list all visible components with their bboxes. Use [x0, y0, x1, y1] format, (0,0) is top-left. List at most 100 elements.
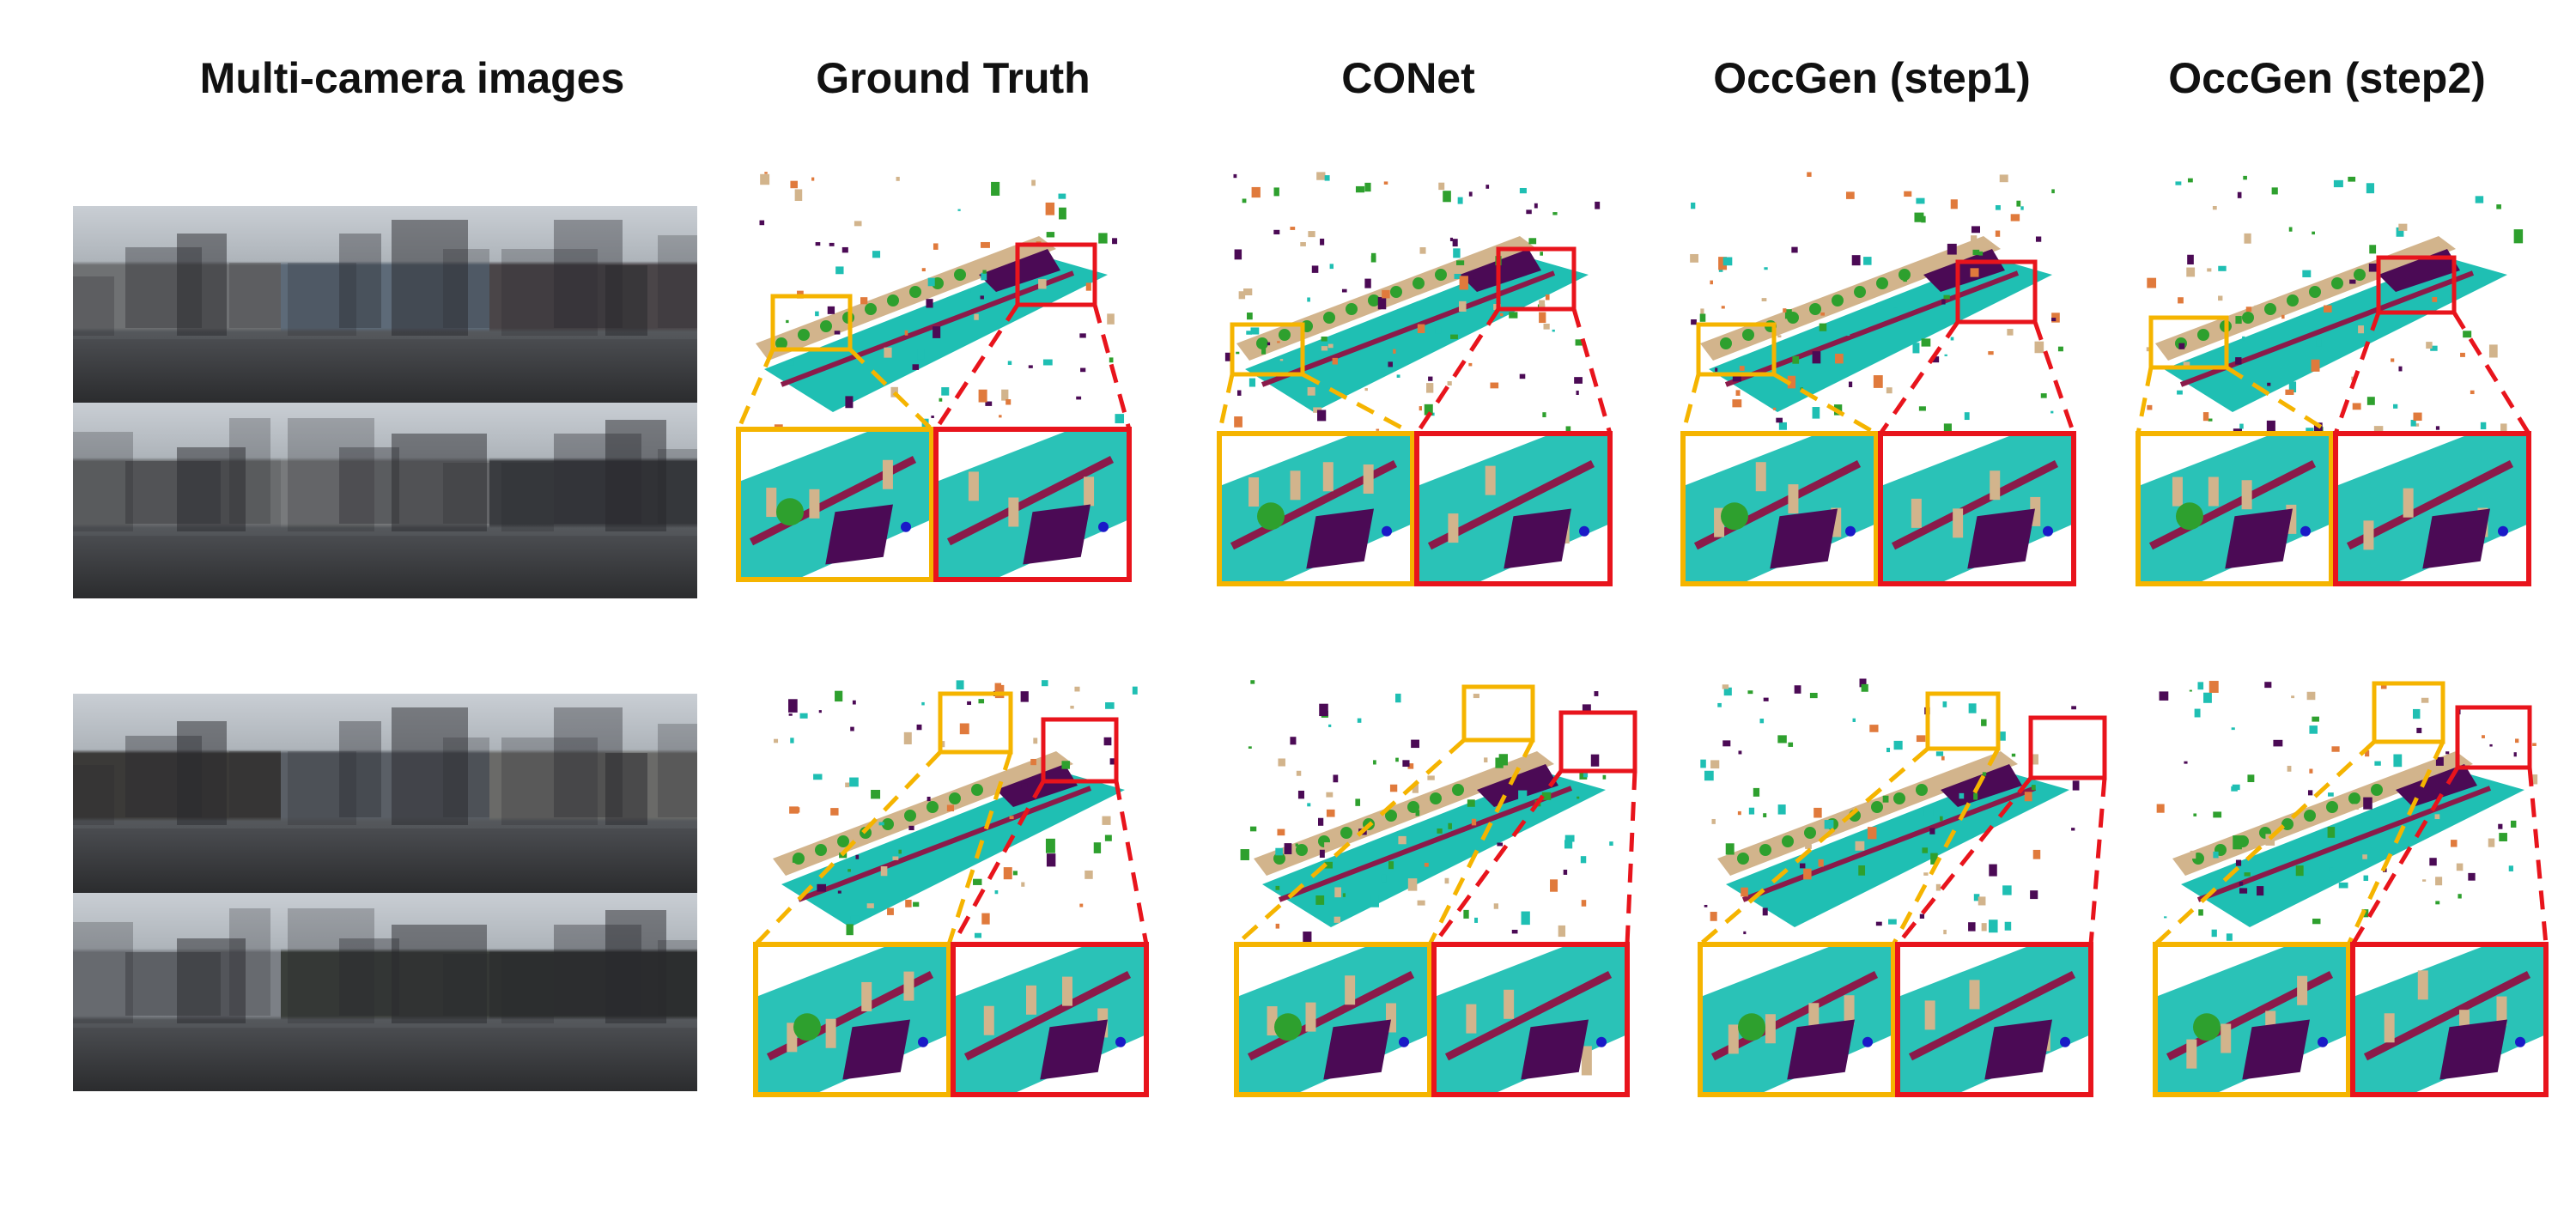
voxel	[2530, 774, 2538, 785]
voxel	[1411, 739, 1419, 749]
zoom-source-box-red	[1955, 259, 2038, 325]
camera-grid-row-1	[73, 206, 697, 598]
voxel	[941, 387, 950, 396]
voxel	[815, 242, 821, 246]
voxel	[1307, 386, 1315, 396]
inset-drivable	[1880, 434, 2074, 584]
voxel	[1234, 249, 1242, 260]
voxel	[1858, 865, 1866, 876]
voxel	[1453, 248, 1461, 258]
inset-manmade	[983, 1005, 994, 1035]
voxel	[1104, 835, 1112, 841]
voxel	[1579, 768, 1588, 780]
voxel	[1236, 390, 1242, 396]
voxel	[2020, 206, 2024, 210]
voxel	[1722, 257, 1733, 266]
camera-scene-shape	[605, 753, 647, 825]
voxel	[2421, 697, 2429, 703]
voxel	[1332, 357, 1338, 365]
voxel	[1519, 187, 1527, 194]
voxel	[1431, 412, 1435, 416]
zoom-source-box-yellow	[1461, 684, 1535, 743]
inset-frame	[2350, 942, 2549, 1097]
sidewalk-patch	[996, 764, 1078, 807]
inset-sidewalk	[842, 1019, 910, 1080]
voxel	[946, 804, 955, 812]
voxel	[1084, 870, 1093, 879]
voxel	[1364, 278, 1371, 288]
voxel	[817, 883, 827, 892]
voxel	[2311, 359, 2320, 372]
voxel	[2366, 183, 2375, 194]
zoom-inset-yellow	[753, 942, 951, 1097]
sidewalk-patch	[1477, 764, 1558, 807]
voxel	[1973, 792, 1978, 800]
vegetation-blob	[1385, 810, 1397, 822]
voxel	[1498, 754, 1508, 766]
voxel	[1809, 692, 1818, 699]
voxel	[1803, 868, 1812, 880]
voxel	[1076, 396, 1082, 400]
zoom-inset-red	[1895, 942, 2093, 1097]
voxel	[974, 313, 979, 320]
voxel	[1320, 238, 1325, 246]
inset-manmade	[1969, 980, 1980, 1010]
voxel	[908, 825, 914, 831]
camera-scene-shape	[73, 922, 134, 1024]
camera-scene-shape	[443, 954, 489, 1017]
voxel	[1761, 298, 1767, 301]
voxel	[1576, 390, 1579, 395]
voxel	[999, 415, 1002, 418]
voxel	[1267, 342, 1271, 346]
voxel	[1490, 382, 1499, 389]
voxel	[1102, 816, 1111, 825]
voxel	[1447, 381, 1452, 386]
voxel	[2071, 828, 2075, 831]
voxel	[2515, 738, 2519, 743]
voxel	[1450, 334, 1458, 339]
inset-manmade	[2403, 488, 2414, 518]
barrier-line	[1261, 270, 1556, 387]
voxel	[2057, 346, 2063, 352]
voxel	[818, 710, 822, 713]
inset-vegetation	[2193, 1013, 2221, 1041]
inset-drivable	[2336, 434, 2529, 584]
voxel	[2002, 885, 2012, 895]
inset-manmade	[825, 1018, 836, 1048]
inset-pedestrian	[901, 521, 911, 532]
inset-sidewalk	[1787, 1019, 1855, 1080]
voxel	[1240, 849, 1249, 860]
voxel	[2265, 834, 2275, 846]
voxel	[1396, 374, 1400, 378]
voxel	[896, 176, 900, 181]
inset-barrier	[1444, 970, 1613, 1061]
inset-manmade	[1084, 476, 1095, 507]
drivable-surface	[1726, 773, 2069, 927]
voxel	[1468, 191, 1473, 197]
voxel	[1595, 201, 1601, 209]
voxel	[980, 295, 984, 300]
voxel	[2007, 329, 2014, 336]
voxel	[1722, 684, 1729, 689]
voxel	[1383, 181, 1388, 185]
zoom-source-box-yellow	[1230, 322, 1305, 377]
voxel	[1452, 239, 1458, 247]
voxel	[2030, 890, 2038, 900]
camera-scene-shape	[443, 737, 489, 817]
voxel	[2463, 331, 2472, 338]
voxel	[1373, 760, 1376, 765]
inset-manmade	[809, 489, 820, 519]
camera-scene-shape	[125, 247, 203, 328]
voxel	[1021, 882, 1025, 887]
voxel	[2508, 865, 2513, 871]
voxel	[1444, 877, 1449, 884]
camera-scene-shape	[553, 707, 623, 817]
inset-manmade	[1448, 513, 1459, 543]
camera-scene-shape	[177, 721, 228, 825]
voxel	[1042, 359, 1053, 366]
zoom-connector-red	[1431, 769, 1564, 946]
voxel	[2430, 345, 2438, 351]
zoom-source-box-yellow	[2372, 681, 2445, 744]
inset-pedestrian	[1098, 521, 1109, 532]
voxel	[956, 680, 964, 690]
